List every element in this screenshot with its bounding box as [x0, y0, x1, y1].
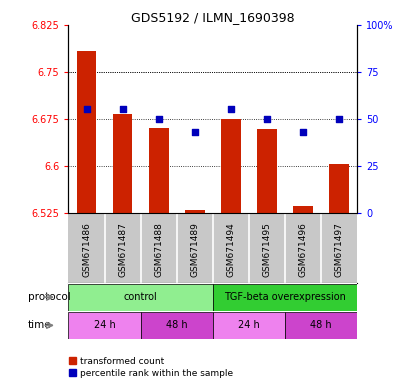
Text: protocol: protocol: [28, 292, 71, 302]
Point: [83, 106, 90, 113]
Point: [119, 106, 126, 113]
Point: [191, 129, 198, 135]
Point: [155, 116, 162, 122]
Title: GDS5192 / ILMN_1690398: GDS5192 / ILMN_1690398: [131, 11, 295, 24]
Text: 48 h: 48 h: [310, 320, 332, 330]
Bar: [285, 312, 357, 339]
Text: 48 h: 48 h: [166, 320, 188, 330]
Bar: [329, 164, 349, 213]
Bar: [112, 114, 132, 213]
Bar: [257, 129, 277, 213]
Point: [227, 106, 234, 113]
Bar: [149, 128, 168, 213]
Bar: [212, 312, 285, 339]
Point: [336, 116, 342, 122]
Text: GSM671494: GSM671494: [226, 222, 235, 277]
Text: GSM671486: GSM671486: [82, 222, 91, 277]
Text: GSM671496: GSM671496: [298, 222, 308, 277]
Text: 24 h: 24 h: [94, 320, 115, 330]
Bar: [77, 51, 96, 213]
Text: control: control: [124, 292, 157, 302]
Text: time: time: [28, 320, 52, 330]
Bar: [185, 210, 205, 213]
Point: [264, 116, 270, 122]
Point: [300, 129, 306, 135]
Bar: [68, 284, 212, 311]
Bar: [68, 312, 141, 339]
Text: GSM671497: GSM671497: [334, 222, 343, 277]
Bar: [212, 284, 357, 311]
Text: 24 h: 24 h: [238, 320, 260, 330]
Bar: [221, 119, 241, 213]
Text: TGF-beta overexpression: TGF-beta overexpression: [224, 292, 346, 302]
Text: GSM671487: GSM671487: [118, 222, 127, 277]
Text: GSM671489: GSM671489: [190, 222, 199, 277]
Legend: transformed count, percentile rank within the sample: transformed count, percentile rank withi…: [69, 357, 233, 377]
Bar: [293, 207, 313, 213]
Bar: [141, 312, 212, 339]
Text: GSM671495: GSM671495: [262, 222, 271, 277]
Text: GSM671488: GSM671488: [154, 222, 163, 277]
